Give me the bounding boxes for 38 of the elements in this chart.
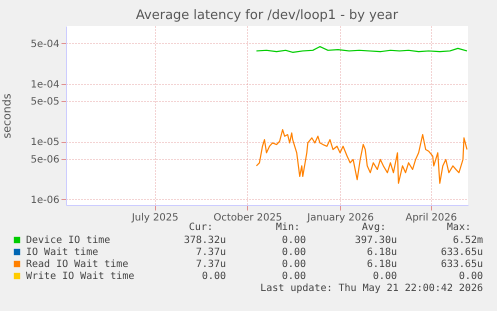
legend-label: Read IO Wait time xyxy=(26,259,128,270)
text: 0.00 xyxy=(282,271,306,282)
y-axis-title: seconds xyxy=(0,93,14,138)
y-tick-label: 5e-04 xyxy=(30,38,60,50)
text: Last update: Thu May 21 22:00:42 2026 xyxy=(260,283,483,294)
y-tick-label: 1e-05 xyxy=(30,137,60,148)
x-tick-label: January 2026 xyxy=(306,212,374,224)
line-series xyxy=(256,129,468,184)
text: 0.00 xyxy=(282,247,306,258)
x-tick-label: April 2026 xyxy=(405,212,457,224)
text: 0.00 xyxy=(372,271,397,282)
text: 6.18u xyxy=(366,247,397,258)
text: 0.00 xyxy=(282,235,306,246)
legend-label: Device IO time xyxy=(26,235,110,246)
legend-label: Write IO Wait time xyxy=(26,271,134,282)
y-tick-label: 1e-06 xyxy=(30,194,60,206)
legend-label: IO Wait time xyxy=(26,247,98,258)
text: 6.52m xyxy=(452,235,483,246)
text: Max: xyxy=(446,222,471,233)
text: Cur: xyxy=(188,222,213,233)
text: 0.00 xyxy=(282,259,306,270)
text: 6.18u xyxy=(366,259,397,270)
text: Avg: xyxy=(362,222,386,233)
text: 7.37u xyxy=(196,259,226,270)
y-tick-label: 5e-05 xyxy=(30,96,60,108)
text: 633.65u xyxy=(440,259,483,270)
y-tick-label: 1e-04 xyxy=(30,79,60,90)
x-tick-label: October 2025 xyxy=(214,212,282,224)
text: Min: xyxy=(276,222,300,233)
chart-title: Average latency for /dev/loop1 - by year xyxy=(136,8,399,23)
text: 7.37u xyxy=(196,247,226,258)
x-tick-label: July 2025 xyxy=(130,212,178,224)
text: 397.30u xyxy=(354,235,397,246)
text: 0.00 xyxy=(458,271,483,282)
text: 0.00 xyxy=(202,271,226,282)
text: 378.32u xyxy=(184,235,226,246)
y-tick-label: 5e-06 xyxy=(30,154,60,166)
text: 633.65u xyxy=(440,247,483,258)
